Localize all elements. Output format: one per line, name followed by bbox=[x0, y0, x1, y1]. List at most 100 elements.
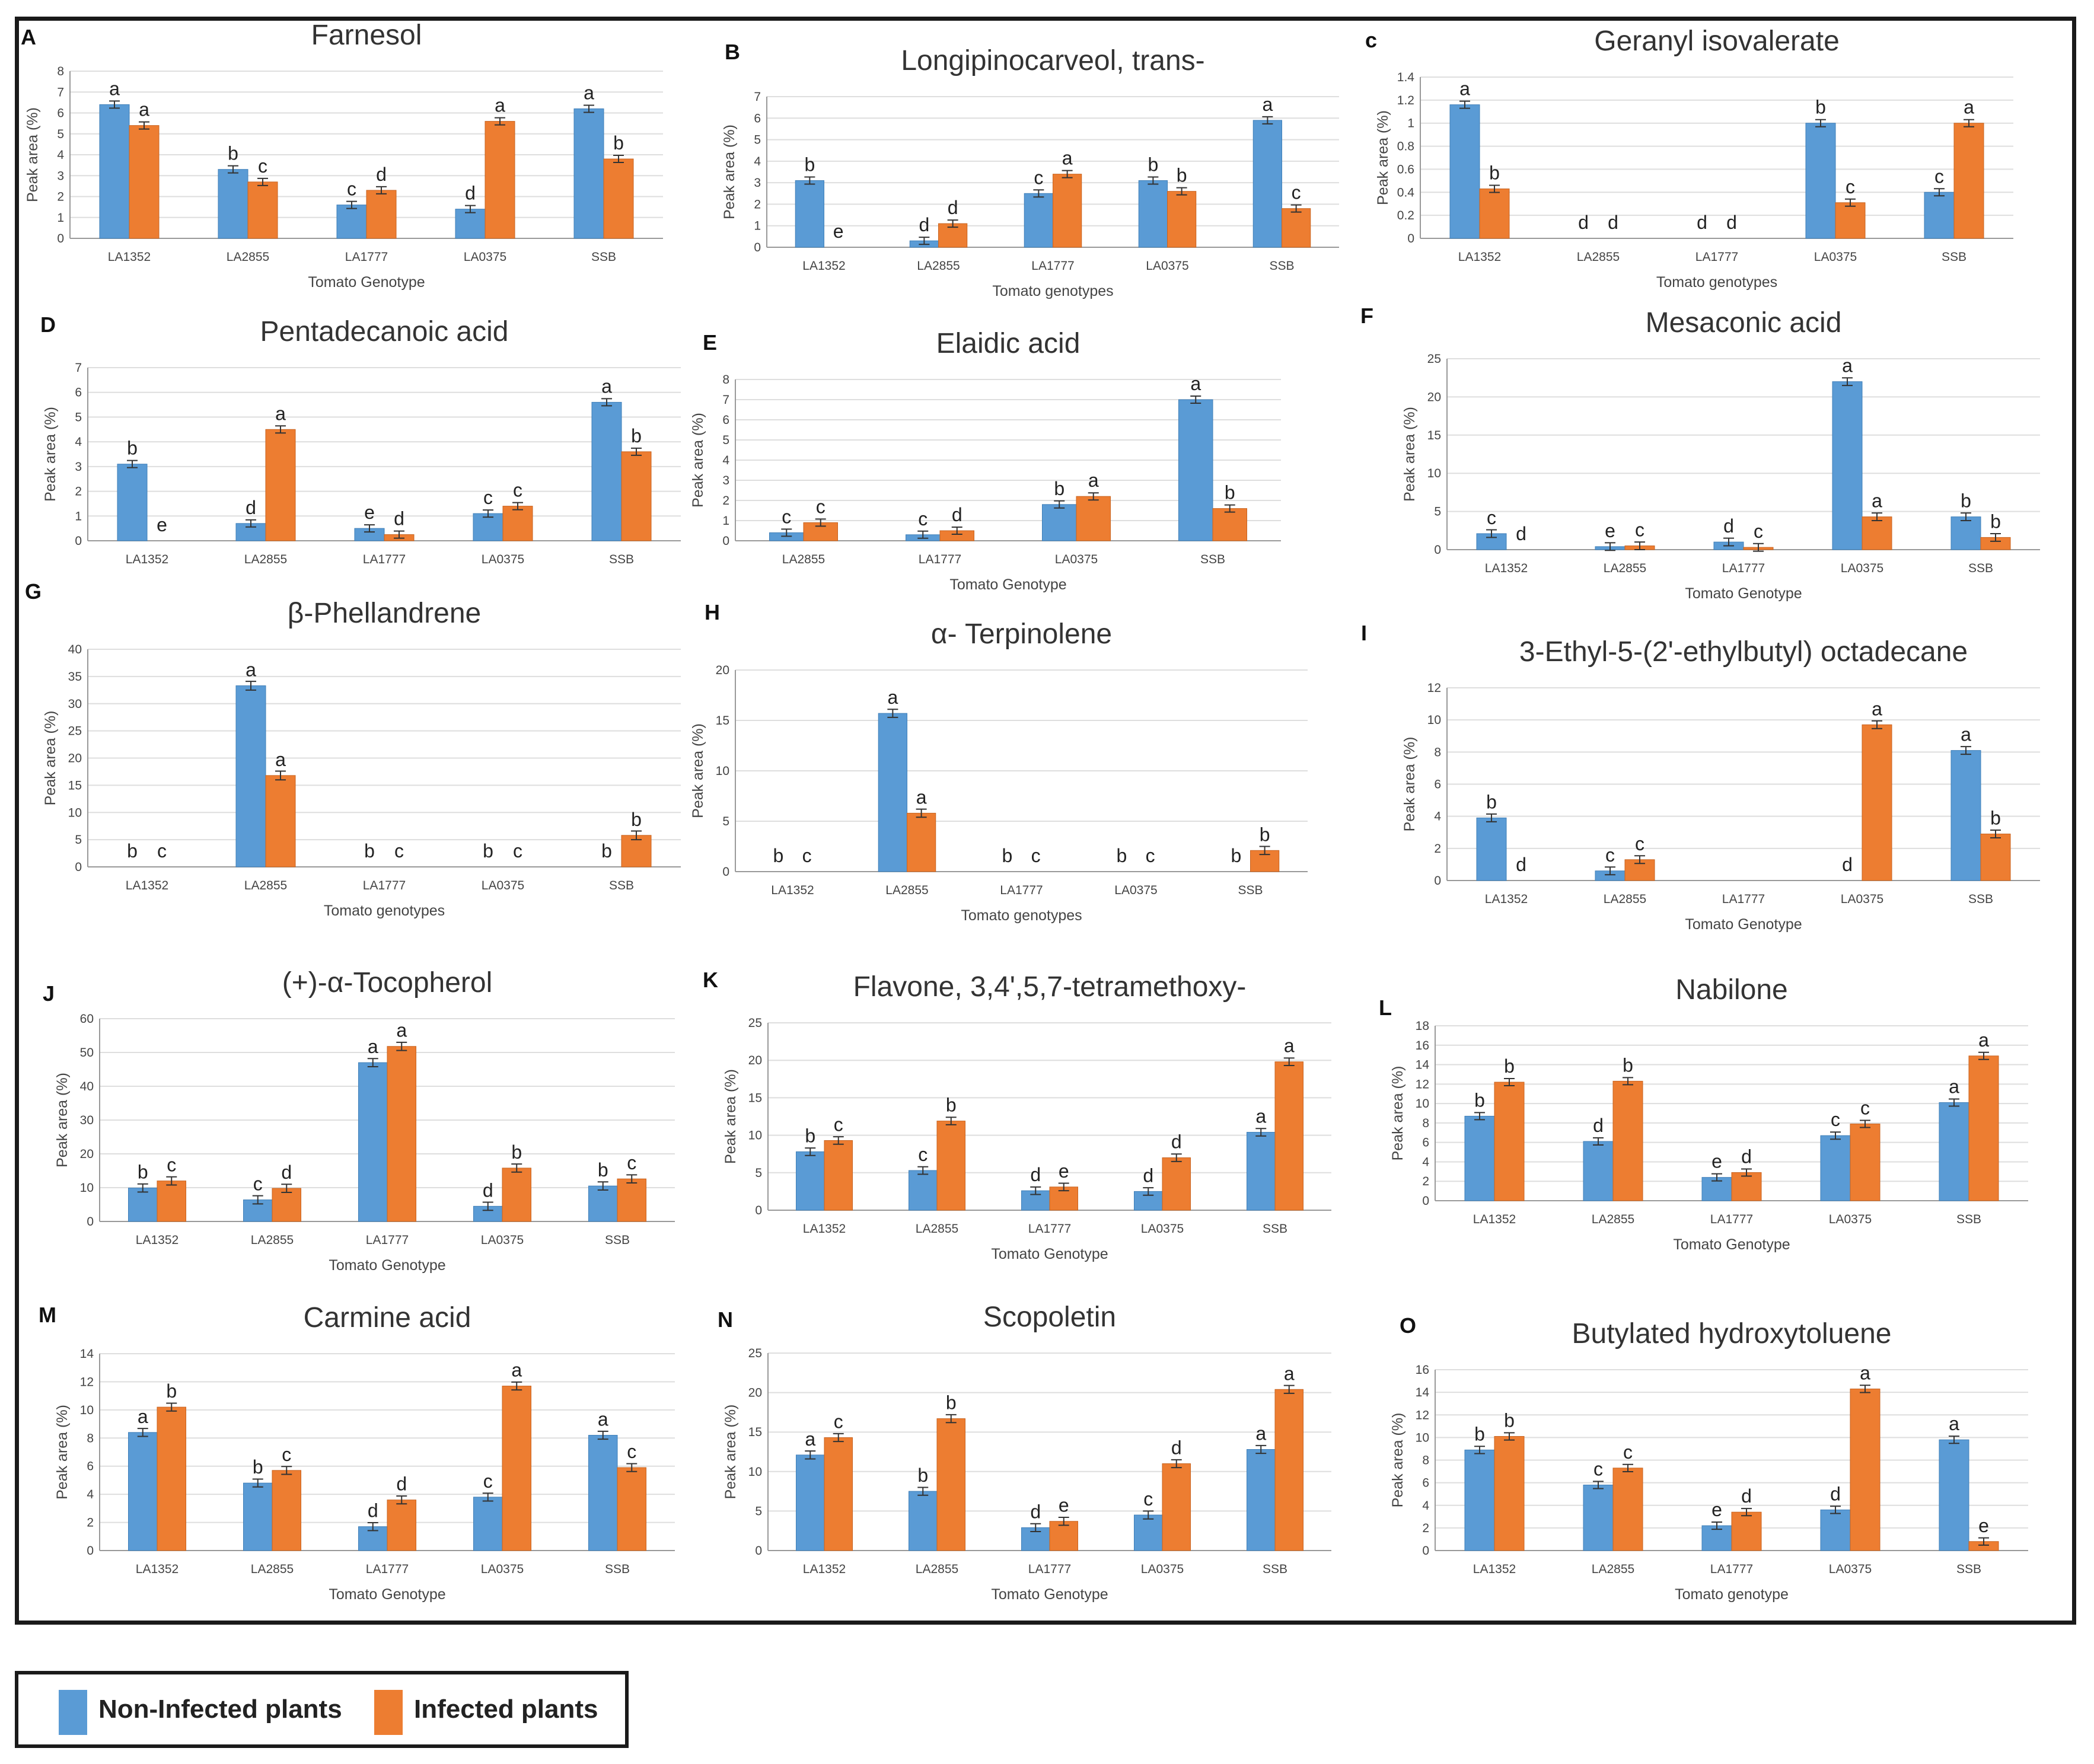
bar-infected bbox=[1731, 1511, 1762, 1551]
significance-label: b bbox=[805, 1125, 815, 1146]
y-tick-label: 18 bbox=[1416, 1019, 1429, 1033]
bar-non-infected bbox=[1950, 516, 1981, 550]
significance-label: b bbox=[166, 1380, 177, 1402]
significance-label: e bbox=[1059, 1160, 1069, 1182]
bar-infected bbox=[1049, 1186, 1078, 1211]
significance-label: d bbox=[1723, 515, 1734, 537]
x-tick-label: LA2855 bbox=[1577, 250, 1620, 264]
chart-panel-c: c Geranyl isovalerate 0 0.2 0.4 0.6 0.8 1 1.2 1.4… bbox=[1365, 25, 2013, 291]
significance-label: a bbox=[109, 78, 120, 99]
error-bar bbox=[1143, 1187, 1154, 1196]
y-tick-label: 15 bbox=[68, 779, 82, 792]
y-tick-label: 4 bbox=[754, 155, 761, 168]
x-axis-label: Tomato Genotype bbox=[308, 274, 425, 291]
significance-label: a bbox=[887, 687, 898, 708]
bar-infected bbox=[1494, 1082, 1525, 1201]
error-bar bbox=[1030, 1186, 1041, 1195]
x-axis-label: Tomato genotypes bbox=[992, 283, 1113, 299]
error-bar bbox=[1964, 119, 1974, 127]
significance-label: a bbox=[1459, 78, 1470, 100]
bar-non-infected bbox=[1464, 1115, 1495, 1201]
bar-non-infected bbox=[909, 1491, 938, 1551]
significance-label: e bbox=[1605, 520, 1615, 541]
y-tick-label: 60 bbox=[80, 1012, 94, 1026]
significance-label: c bbox=[483, 1470, 493, 1492]
bar-non-infected bbox=[573, 108, 604, 239]
y-tick-label: 0 bbox=[754, 241, 761, 254]
x-tick-label: SSB bbox=[605, 1562, 630, 1576]
significance-label: a bbox=[805, 1428, 815, 1450]
legend-swatch-infected bbox=[374, 1690, 403, 1735]
y-tick-label: 6 bbox=[1422, 1136, 1429, 1150]
significance-label: a bbox=[396, 1020, 407, 1041]
x-tick-label: SSB bbox=[1200, 553, 1225, 566]
y-tick-label: 5 bbox=[755, 1504, 762, 1518]
y-tick-label: 14 bbox=[1416, 1386, 1430, 1399]
significance-label: a bbox=[246, 659, 256, 680]
error-bar bbox=[917, 530, 929, 539]
bar-non-infected bbox=[588, 1435, 618, 1551]
y-tick-label: 4 bbox=[87, 1488, 94, 1501]
panel-letter: c bbox=[1365, 28, 1377, 52]
significance-label: a bbox=[1872, 490, 1882, 512]
error-bar bbox=[281, 1466, 292, 1475]
y-tick-label: 20 bbox=[80, 1147, 94, 1161]
significance-label: a bbox=[138, 1406, 148, 1427]
error-bar bbox=[1741, 1168, 1752, 1177]
significance-label: b bbox=[483, 840, 493, 862]
x-tick-label: LA2855 bbox=[885, 883, 928, 897]
bar-infected bbox=[621, 451, 652, 541]
y-tick-label: 8 bbox=[87, 1431, 94, 1445]
error-bar bbox=[1030, 1523, 1041, 1533]
y-tick-label: 0 bbox=[1407, 232, 1414, 245]
y-axis-label: Peak area (%) bbox=[24, 107, 41, 202]
x-tick-label: LA1352 bbox=[126, 879, 168, 892]
significance-label: b bbox=[1116, 845, 1127, 866]
bar-infected bbox=[1076, 496, 1111, 541]
significance-label: b bbox=[1177, 165, 1187, 186]
y-tick-label: 5 bbox=[1434, 505, 1441, 519]
bar-non-infected bbox=[1138, 180, 1168, 248]
y-tick-label: 12 bbox=[1416, 1408, 1429, 1422]
y-tick-label: 12 bbox=[80, 1375, 94, 1389]
chart-panel-D: D Pentadecanoic acid 0 1 2 3 4 5 6 7 Peak area (%)… bbox=[40, 312, 681, 566]
chart-title: Longipinocarveol, trans- bbox=[901, 45, 1204, 76]
y-tick-label: 20 bbox=[748, 1386, 762, 1400]
error-bar bbox=[482, 1201, 493, 1211]
bar-infected bbox=[387, 1500, 416, 1551]
y-tick-label: 25 bbox=[68, 725, 82, 738]
y-tick-label: 0 bbox=[755, 1544, 762, 1558]
error-bar bbox=[1990, 829, 2001, 838]
y-tick-label: 0.2 bbox=[1397, 209, 1414, 222]
y-tick-label: 2 bbox=[57, 190, 64, 204]
significance-label: c bbox=[347, 178, 356, 200]
y-tick-label: 12 bbox=[1416, 1077, 1429, 1091]
bar-non-infected bbox=[128, 1188, 158, 1222]
y-tick-label: 0 bbox=[722, 534, 729, 548]
error-bar bbox=[364, 524, 375, 533]
y-tick-label: 0 bbox=[722, 865, 729, 879]
bar-infected bbox=[1980, 833, 2011, 881]
error-bar bbox=[1978, 1051, 1989, 1060]
x-tick-label: LA0375 bbox=[1829, 1213, 1872, 1226]
bar-non-infected bbox=[1820, 1509, 1851, 1551]
y-tick-label: 1 bbox=[754, 219, 761, 233]
y-tick-label: 15 bbox=[716, 714, 729, 728]
significance-label: a bbox=[1262, 94, 1273, 115]
y-tick-label: 0 bbox=[1434, 543, 1441, 557]
error-bar bbox=[1605, 542, 1615, 551]
error-bar bbox=[1190, 395, 1201, 404]
error-bar bbox=[945, 1414, 957, 1424]
significance-label: c bbox=[834, 1411, 843, 1433]
panel-letter: K bbox=[703, 968, 718, 992]
bar-infected bbox=[1612, 1468, 1643, 1551]
x-tick-label: LA0375 bbox=[1114, 883, 1157, 897]
bar-infected bbox=[1953, 123, 1984, 239]
significance-label: c bbox=[627, 1441, 636, 1462]
significance-label: b bbox=[1474, 1089, 1485, 1111]
significance-label: b bbox=[1489, 162, 1500, 183]
significance-label: b bbox=[127, 438, 138, 459]
error-bar bbox=[815, 518, 826, 527]
x-tick-label: LA2855 bbox=[251, 1233, 294, 1247]
